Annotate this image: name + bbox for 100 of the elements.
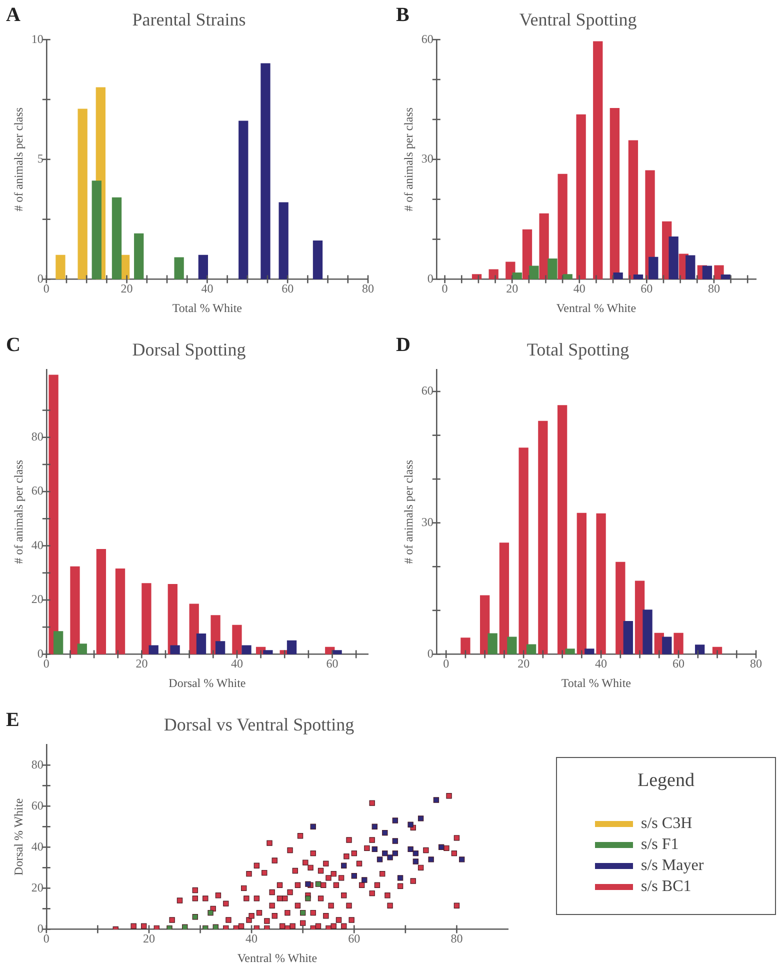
bar [92,180,102,280]
bar [263,650,273,654]
bar [593,41,603,280]
bar [56,254,66,280]
bar [286,640,297,654]
bar [480,595,490,654]
bar [539,213,549,280]
y-tick-label: 60 [31,798,44,812]
bar [312,240,323,280]
point [300,910,306,916]
point [208,910,214,916]
x-axis-title: Dorsal % White [168,676,246,690]
point [392,838,398,844]
bar [674,632,684,654]
x-axis-title: Total % White [561,676,631,690]
bar [142,583,152,654]
point [387,854,393,860]
legend-title: Legend [636,770,696,792]
bar [548,258,558,280]
y-tick-label: 10 [31,32,44,46]
y-tick-label: 40 [31,538,44,552]
legend-label: s/s F1 [641,836,679,854]
bar [668,236,678,280]
bar [512,272,522,280]
point [408,822,414,828]
x-tick-label: 60 [672,656,685,671]
x-tick-label: 60 [640,282,653,296]
point [408,846,414,852]
bar [115,568,126,654]
x-tick-label: 0 [443,656,450,671]
y-tick-label: 60 [31,484,44,498]
y-tick-label: 60 [421,32,434,46]
point [305,881,311,887]
bar [686,255,696,280]
bar [112,197,122,280]
x-tick-label: 60 [326,656,338,671]
y-tick-label: 5 [37,152,44,166]
point [433,797,440,803]
bar [499,542,510,654]
x-tick-label: 80 [708,282,720,296]
bar [623,621,633,654]
bar [610,108,620,280]
bar [170,645,180,654]
x-tick-label: 60 [282,282,294,296]
y-tick-label: 0 [37,646,44,660]
x-axis-title: Ventral % White [556,300,636,315]
point [305,896,311,902]
text: B [396,4,410,26]
bar [518,448,528,654]
x-tick-label: 80 [750,656,762,671]
point [362,877,368,883]
y-tick-label: 30 [421,152,434,166]
point [412,850,419,856]
bar [702,266,712,280]
y-tick-label: 0 [37,271,44,286]
point [166,925,172,930]
bar [576,512,587,654]
point [192,914,198,920]
chart-title: Dorsal Spotting [132,340,246,360]
point [392,818,398,824]
chart-title: Ventral Spotting [519,10,637,30]
y-tick-label: 80 [31,757,44,772]
bar [596,513,606,654]
point [418,816,424,822]
bar [196,634,206,654]
x-tick-label: 0 [442,282,448,296]
bar [460,638,470,654]
bar [96,548,106,654]
legend-label: s/s C3H [641,815,692,833]
bar [215,641,226,654]
bar [557,405,568,654]
y-tick-label: 20 [31,592,44,606]
y-axis-title: Dorsal % White [11,798,26,876]
bar [628,140,638,280]
bar [576,114,586,280]
x-tick-label: 20 [120,282,133,296]
point [397,875,404,881]
text: A [6,4,21,26]
bar [507,636,517,654]
x-tick-label: 40 [595,656,608,671]
point [310,824,316,830]
point [392,850,398,856]
bar [48,374,58,654]
bar [648,256,658,280]
legend-label: s/s Mayer [641,857,704,875]
bar [642,610,652,654]
point [202,925,208,930]
bar [529,266,539,280]
bar [584,648,594,654]
y-tick-label: 40 [31,839,44,854]
point [372,846,378,852]
x-tick-label: 40 [573,282,586,296]
bar [613,272,623,280]
bar [78,108,88,280]
point [376,856,383,862]
bar [565,648,575,654]
x-axis-title: Total % White [172,300,242,315]
y-axis-title: # of animals per class [11,460,26,564]
bar [238,120,248,280]
x-tick-label: 80 [450,932,463,946]
